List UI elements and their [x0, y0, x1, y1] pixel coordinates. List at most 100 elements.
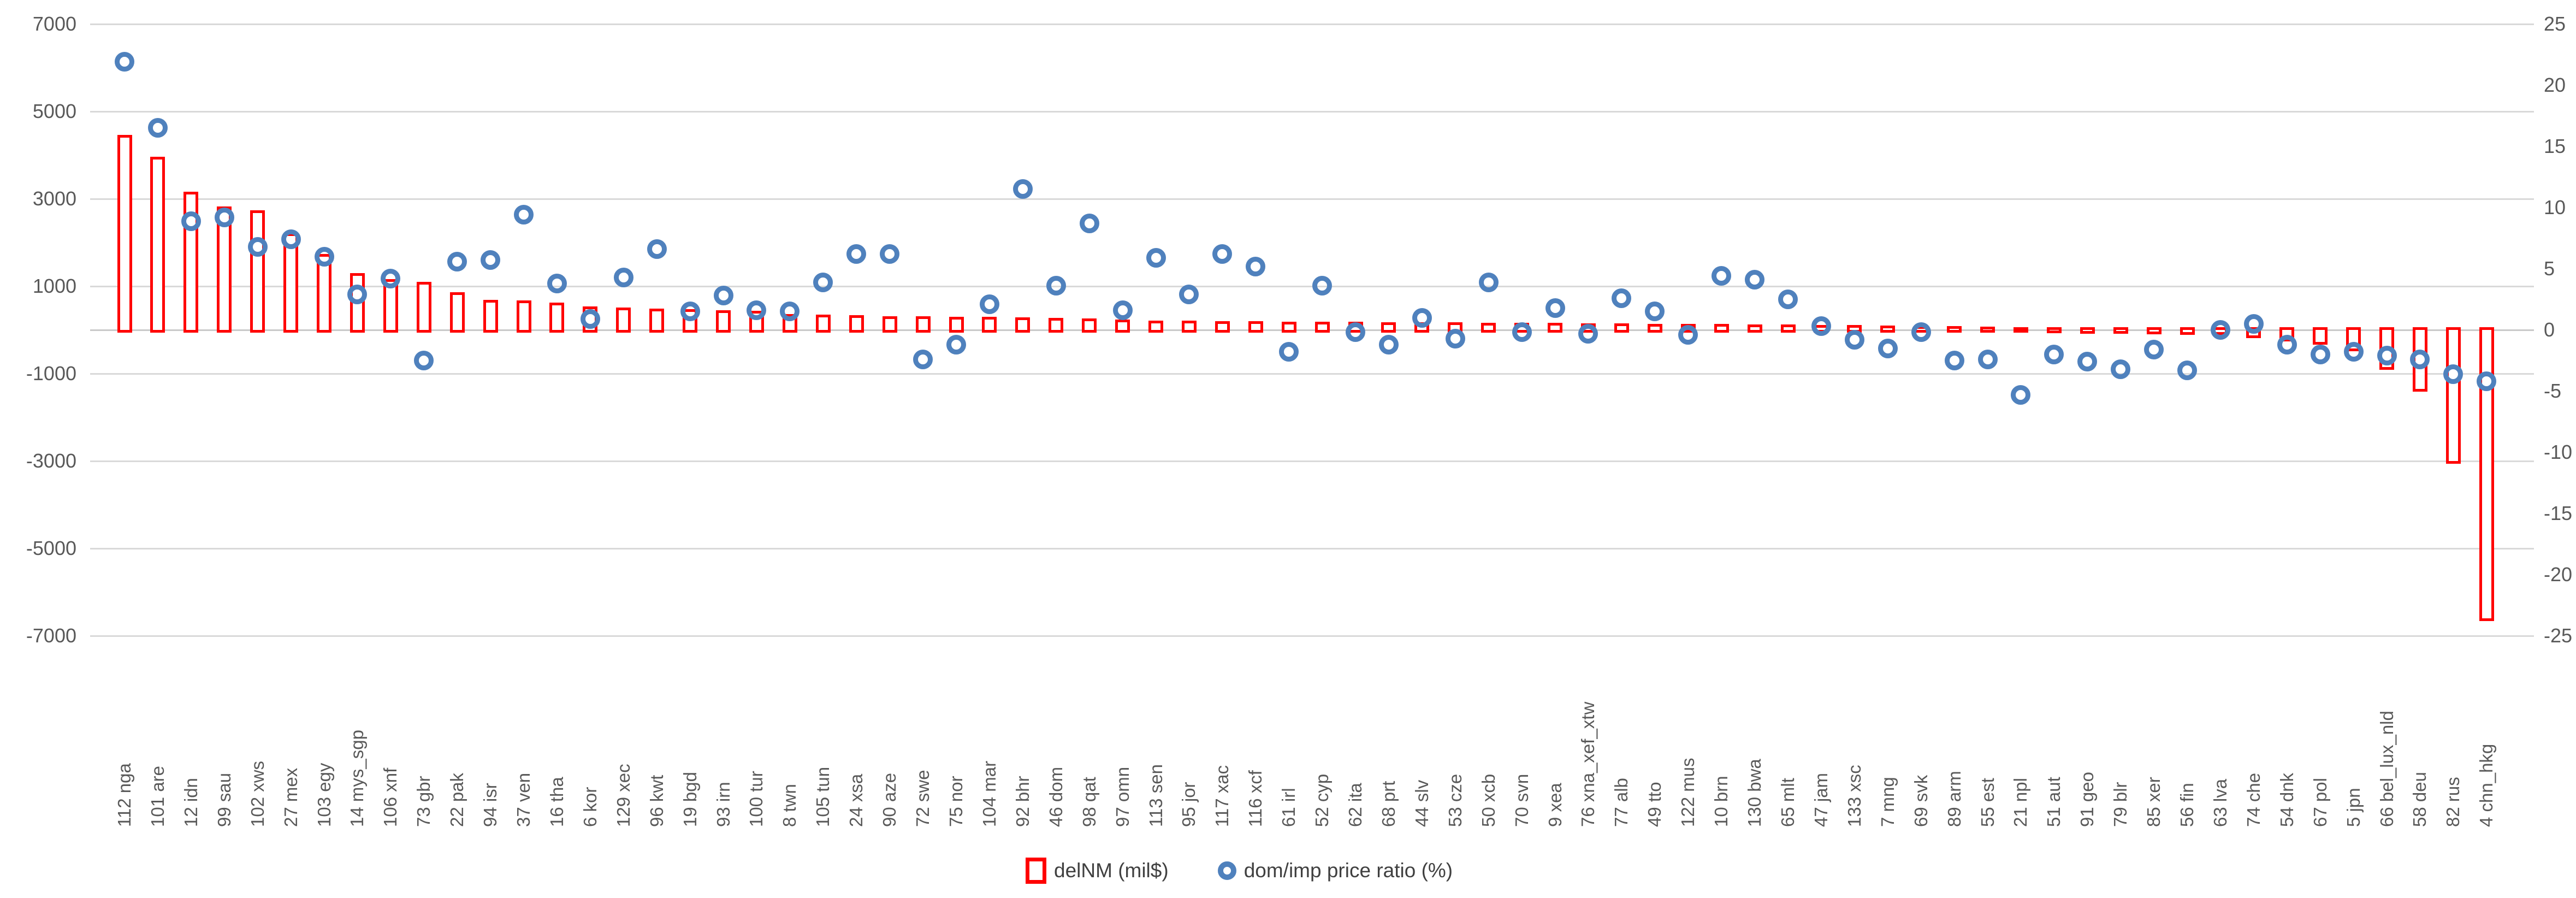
bar[interactable]	[250, 210, 265, 333]
scatter-point[interactable]	[1279, 342, 1299, 362]
scatter-point[interactable]	[2077, 352, 2098, 372]
scatter-point[interactable]	[680, 302, 700, 322]
scatter-point[interactable]	[2144, 339, 2164, 359]
bar[interactable]	[2180, 327, 2195, 335]
scatter-point[interactable]	[1445, 328, 1465, 348]
scatter-point[interactable]	[514, 205, 534, 225]
scatter-point[interactable]	[1545, 298, 1565, 318]
scatter-point[interactable]	[281, 229, 301, 250]
bar[interactable]	[449, 292, 465, 333]
scatter-point[interactable]	[1246, 256, 1266, 276]
legend[interactable]: delNM (mil$) dom/imp price ratio (%)	[1026, 858, 1453, 884]
scatter-point[interactable]	[2177, 360, 2198, 380]
scatter-point[interactable]	[2111, 359, 2131, 379]
scatter-point[interactable]	[414, 351, 434, 370]
scatter-point[interactable]	[481, 250, 501, 270]
bar[interactable]	[2313, 327, 2328, 345]
bar[interactable]	[1381, 322, 1396, 333]
scatter-point[interactable]	[2377, 346, 2397, 366]
bar[interactable]	[882, 316, 897, 333]
bar[interactable]	[1747, 324, 1762, 333]
bar[interactable]	[1015, 317, 1031, 333]
bar[interactable]	[949, 316, 964, 333]
scatter-point[interactable]	[1312, 276, 1333, 296]
scatter-point[interactable]	[1678, 324, 1698, 345]
scatter-point[interactable]	[946, 334, 966, 355]
scatter-point[interactable]	[846, 244, 867, 264]
legend-item-price-ratio[interactable]: dom/imp price ratio (%)	[1217, 859, 1453, 882]
bar[interactable]	[616, 308, 631, 333]
scatter-point[interactable]	[713, 286, 733, 306]
scatter-point[interactable]	[1612, 288, 1632, 308]
bar[interactable]	[150, 157, 165, 333]
scatter-point[interactable]	[913, 349, 933, 369]
scatter-point[interactable]	[1911, 322, 1931, 342]
scatter-point[interactable]	[1778, 290, 1798, 309]
scatter-point[interactable]	[1712, 266, 1732, 286]
bar[interactable]	[1215, 321, 1230, 333]
bar[interactable]	[649, 308, 665, 333]
bar[interactable]	[1248, 321, 1263, 333]
scatter-point[interactable]	[381, 268, 401, 288]
bar[interactable]	[2445, 327, 2461, 464]
scatter-point[interactable]	[647, 239, 667, 259]
scatter-point[interactable]	[1878, 338, 1898, 358]
scatter-point[interactable]	[1944, 351, 1964, 370]
bar[interactable]	[1947, 326, 1962, 333]
bar[interactable]	[1281, 321, 1296, 333]
bar[interactable]	[317, 254, 332, 333]
scatter-point[interactable]	[747, 300, 767, 321]
scatter-point[interactable]	[2011, 385, 2031, 405]
bar[interactable]	[982, 317, 997, 333]
scatter-point[interactable]	[115, 52, 134, 72]
bar[interactable]	[416, 281, 431, 333]
scatter-point[interactable]	[613, 267, 633, 287]
scatter-point[interactable]	[147, 118, 168, 138]
bar[interactable]	[1049, 317, 1064, 333]
bar[interactable]	[2146, 327, 2162, 335]
scatter-point[interactable]	[979, 294, 999, 314]
scatter-point[interactable]	[880, 244, 900, 264]
bar[interactable]	[815, 315, 831, 333]
scatter-point[interactable]	[447, 251, 467, 271]
bar[interactable]	[1181, 321, 1197, 333]
bar[interactable]	[1714, 324, 1729, 333]
bar[interactable]	[716, 310, 731, 333]
bar[interactable]	[1115, 319, 1130, 333]
scatter-point[interactable]	[1346, 322, 1366, 342]
bar[interactable]	[2113, 327, 2128, 334]
scatter-point[interactable]	[2410, 349, 2430, 369]
scatter-point[interactable]	[1079, 214, 1099, 234]
bar[interactable]	[1980, 327, 1995, 333]
scatter-point[interactable]	[1844, 329, 1864, 350]
scatter-point[interactable]	[1012, 179, 1033, 199]
scatter-point[interactable]	[1046, 276, 1066, 296]
scatter-point[interactable]	[1512, 322, 1532, 342]
scatter-point[interactable]	[2210, 320, 2230, 340]
scatter-point[interactable]	[1378, 334, 1399, 355]
scatter-point[interactable]	[1645, 302, 1665, 322]
bar[interactable]	[117, 135, 132, 333]
scatter-point[interactable]	[547, 273, 567, 293]
scatter-point[interactable]	[2443, 364, 2464, 384]
scatter-point[interactable]	[2477, 371, 2497, 392]
scatter-point[interactable]	[247, 237, 268, 257]
scatter-point[interactable]	[1179, 285, 1199, 305]
scatter-point[interactable]	[2044, 344, 2064, 364]
scatter-point[interactable]	[813, 272, 833, 292]
scatter-point[interactable]	[1578, 323, 1598, 344]
scatter-point[interactable]	[1112, 300, 1133, 321]
scatter-point[interactable]	[314, 246, 334, 267]
bar[interactable]	[1780, 324, 1796, 333]
bar[interactable]	[2080, 327, 2095, 334]
bar[interactable]	[516, 300, 531, 333]
scatter-point[interactable]	[214, 207, 234, 227]
scatter-point[interactable]	[2310, 344, 2330, 364]
scatter-point[interactable]	[1146, 247, 1166, 268]
bar[interactable]	[1548, 323, 1563, 333]
bar[interactable]	[849, 315, 864, 333]
scatter-point[interactable]	[2243, 314, 2264, 334]
bar[interactable]	[1148, 321, 1164, 333]
scatter-point[interactable]	[1811, 316, 1831, 336]
bar[interactable]	[283, 233, 299, 333]
